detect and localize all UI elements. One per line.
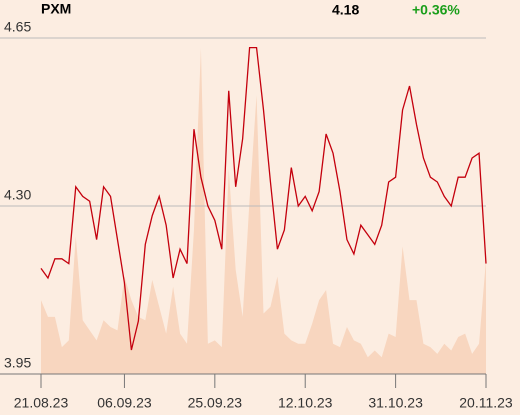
price-line bbox=[40, 46, 487, 351]
x-tick-label: 12.10.23 bbox=[278, 395, 333, 411]
price: 4.18 bbox=[332, 2, 359, 18]
x-tick-label: 31.10.23 bbox=[368, 395, 423, 411]
change: +0.36% bbox=[412, 2, 460, 18]
y-tick-label: 4.30 bbox=[4, 187, 31, 203]
volume-area bbox=[41, 48, 486, 374]
x-tick-label: 06.09.23 bbox=[97, 395, 152, 411]
x-tick-label: 25.09.23 bbox=[188, 395, 243, 411]
y-tick-label: 3.95 bbox=[4, 355, 31, 371]
x-tick-label: 21.08.23 bbox=[14, 395, 69, 411]
x-tick-label: 20.11.23 bbox=[459, 395, 513, 411]
chart-title: PXM bbox=[41, 1, 71, 17]
y-tick-label: 4.65 bbox=[4, 19, 31, 35]
